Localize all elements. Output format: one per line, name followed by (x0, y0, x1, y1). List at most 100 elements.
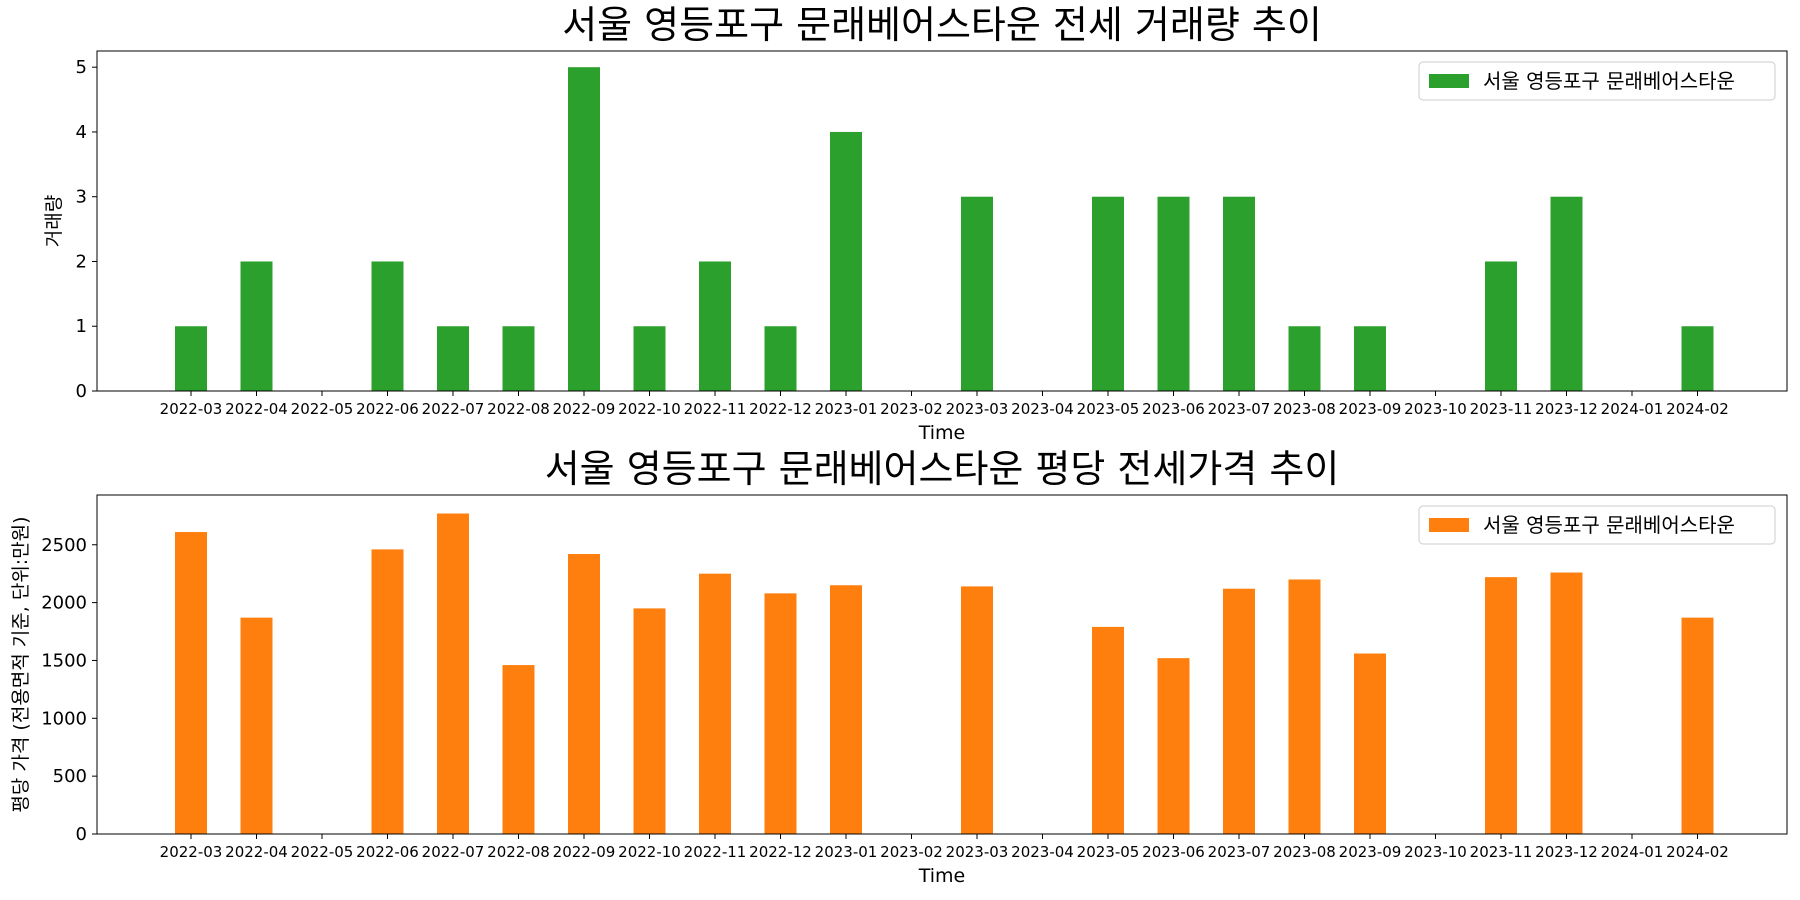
legend: 서울 영등포구 문래베어스타운 (1418, 61, 1776, 101)
legend-swatch (1429, 518, 1469, 532)
y-axis-label: 거래량 (43, 195, 65, 247)
plot-frame (96, 50, 1788, 392)
y-tick-label: 3 (76, 187, 87, 208)
bar-2022-09 (568, 554, 600, 834)
legend-label: 서울 영등포구 문래베어스타운 (1483, 69, 1735, 93)
bar-2022-11 (699, 261, 731, 391)
x-tick-label: 2023-01 (815, 843, 878, 861)
x-axis-label: Time (918, 865, 966, 887)
y-tick-label: 2 (76, 251, 87, 272)
chart-panel-2: 서울 영등포구 문래베어스타운 평당 전세가격 추이 2022-03 2022-04… (10, 447, 1788, 887)
bar-2023-09 (1354, 326, 1386, 391)
bar-2023-03 (961, 196, 993, 391)
x-tick-label: 2023-04 (1011, 400, 1074, 418)
bar-2022-11 (699, 573, 731, 834)
legend-swatch (1429, 74, 1469, 88)
bar-2022-12 (764, 326, 797, 391)
bar-2023-06 (1157, 658, 1190, 834)
bar-2022-06 (371, 549, 404, 834)
x-tick-label: 2022-10 (618, 843, 681, 861)
x-axis-label: Time (918, 422, 966, 444)
x-tick-label: 2022-03 (160, 400, 223, 418)
bar-2022-10 (633, 326, 666, 391)
x-tick-label: 2023-12 (1535, 843, 1598, 861)
x-tick-label: 2022-03 (160, 843, 223, 861)
legend-box (1418, 505, 1776, 545)
x-tick-label: 2022-06 (356, 400, 419, 418)
x-tick-label: 2023-01 (815, 400, 878, 418)
x-tick-label: 2022-09 (553, 843, 616, 861)
y-tick-label: 500 (53, 766, 87, 787)
bar-2023-03 (961, 586, 993, 834)
bar-2022-07 (437, 513, 469, 834)
y-tick-label: 1 (76, 316, 87, 337)
chart-title: 서울 영등포구 문래베어스타운 평당 전세가격 추이 (545, 447, 1340, 491)
legend-box (1418, 61, 1776, 101)
bar-2024-02 (1681, 326, 1714, 391)
bar-2022-08 (502, 326, 535, 391)
plot-frame (96, 494, 1788, 835)
bar-2023-06 (1157, 196, 1190, 391)
bar-2023-08 (1288, 326, 1321, 391)
y-tick-label: 0 (76, 824, 87, 845)
x-tick-label: 2023-12 (1535, 400, 1598, 418)
y-tick-label: 2000 (41, 593, 87, 614)
x-tick-label: 2024-02 (1666, 843, 1729, 861)
legend: 서울 영등포구 문래베어스타운 (1418, 505, 1776, 545)
x-tick-label: 2023-07 (1208, 843, 1271, 861)
x-tick-label: 2023-06 (1142, 843, 1205, 861)
x-tick-label: 2023-07 (1208, 400, 1271, 418)
x-tick-label: 2022-11 (684, 400, 747, 418)
x-tick-label: 2022-07 (422, 843, 485, 861)
y-tick-label: 1500 (41, 650, 87, 671)
x-tick-label: 2023-03 (946, 400, 1009, 418)
x-tick-label: 2022-09 (553, 400, 616, 418)
x-tick-label: 2023-10 (1404, 843, 1467, 861)
bar-2023-01 (830, 131, 862, 391)
x-tick-label: 2022-11 (684, 843, 747, 861)
bar-2023-12 (1550, 196, 1583, 391)
bar-2023-11 (1485, 577, 1517, 834)
x-tick-label: 2023-08 (1273, 400, 1336, 418)
x-tick-label: 2023-09 (1339, 400, 1402, 418)
bar-2022-07 (437, 326, 469, 391)
x-tick-label: 2023-06 (1142, 400, 1205, 418)
bar-2023-08 (1288, 579, 1321, 834)
bar-2023-01 (830, 585, 862, 834)
bar-2023-07 (1223, 196, 1255, 391)
bar-2023-05 (1092, 196, 1124, 391)
x-tick-label: 2022-04 (225, 843, 288, 861)
chart-panel-1: 서울 영등포구 문래베어스타운 전세 거래량 추이 2022-03 2022-04 2… (43, 3, 1788, 444)
x-tick-label: 2023-10 (1404, 400, 1467, 418)
x-tick-label: 2022-06 (356, 843, 419, 861)
x-tick-label: 2022-12 (749, 400, 812, 418)
y-tick-label: 0 (76, 381, 87, 402)
y-tick-label: 4 (76, 122, 87, 143)
x-tick-label: 2023-05 (1077, 843, 1140, 861)
bar-2022-09 (568, 67, 600, 391)
y-tick-label: 1000 (41, 708, 87, 729)
x-tick-label: 2023-11 (1470, 843, 1533, 861)
x-tick-label: 2023-02 (880, 400, 943, 418)
bar-2024-02 (1681, 617, 1714, 834)
y-axis-label: 평당 가격 (전용면적 기준, 단위:만원) (10, 516, 32, 812)
bar-2022-03 (175, 532, 207, 834)
y-tick-label: 2500 (41, 535, 87, 556)
x-tick-label: 2023-09 (1339, 843, 1402, 861)
x-tick-label: 2023-02 (880, 843, 943, 861)
bar-2023-11 (1485, 261, 1517, 391)
x-tick-label: 2023-11 (1470, 400, 1533, 418)
chart-title: 서울 영등포구 문래베어스타운 전세 거래량 추이 (562, 3, 1322, 47)
x-tick-label: 2022-10 (618, 400, 681, 418)
x-tick-label: 2022-04 (225, 400, 288, 418)
bar-2022-04 (240, 261, 273, 391)
x-tick-label: 2022-08 (487, 843, 550, 861)
x-tick-label: 2023-08 (1273, 843, 1336, 861)
x-tick-label: 2022-05 (291, 843, 354, 861)
x-tick-label: 2022-08 (487, 400, 550, 418)
x-tick-label: 2023-04 (1011, 843, 1074, 861)
x-tick-label: 2022-12 (749, 843, 812, 861)
bar-2022-06 (371, 261, 404, 391)
x-tick-label: 2023-03 (946, 843, 1009, 861)
